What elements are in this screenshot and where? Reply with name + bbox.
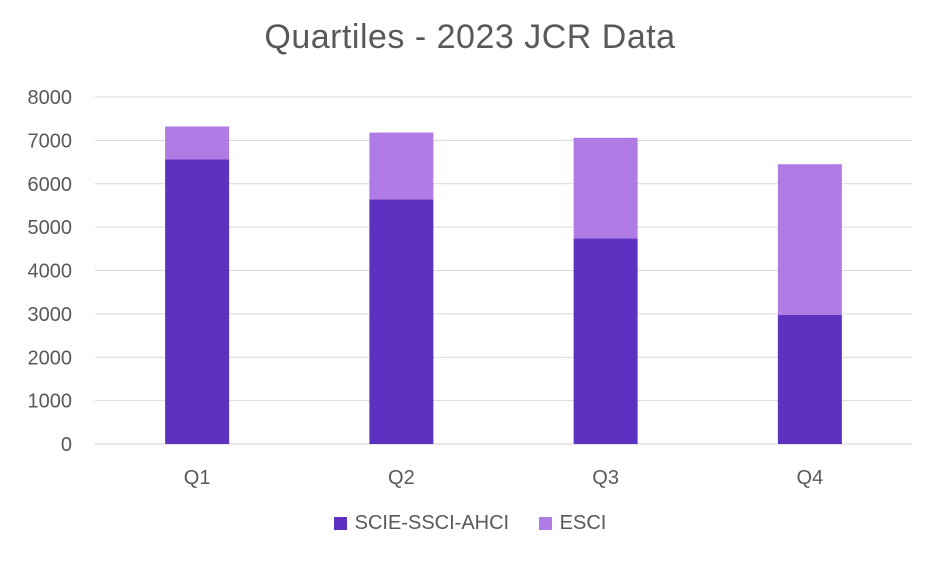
y-tick-label: 8000	[28, 87, 73, 109]
y-tick-label: 1000	[28, 391, 73, 413]
chart-title: Quartiles - 2023 JCR Data	[264, 18, 676, 56]
chart-legend: SCIE-SSCI-AHCI ESCI	[0, 512, 940, 536]
y-tick-label: 7000	[28, 130, 73, 152]
x-tick-label: Q4	[797, 467, 824, 489]
legend-label: ESCI	[559, 512, 607, 534]
legend-swatch	[333, 517, 347, 530]
y-tick-label: 2000	[28, 347, 73, 369]
bar-q1-esci	[165, 126, 230, 160]
bar-q2-esci	[369, 132, 434, 200]
y-tick-label: 0	[61, 434, 72, 456]
bar-q2-scie-ssci-ahci	[369, 199, 434, 444]
bar-q1-scie-ssci-ahci	[165, 159, 230, 444]
y-tick-label: 5000	[28, 217, 73, 239]
y-tick-label: 3000	[28, 304, 73, 326]
legend-item-esci: ESCI	[538, 512, 607, 535]
y-tick-label: 6000	[28, 174, 73, 196]
bar-q3-esci	[573, 137, 638, 239]
bar-q4-esci	[777, 164, 842, 315]
x-tick-label: Q1	[184, 467, 211, 489]
legend-swatch	[538, 517, 552, 530]
bar-q3-scie-ssci-ahci	[573, 238, 638, 444]
x-tick-label: Q3	[592, 467, 619, 489]
x-tick-label: Q2	[388, 467, 415, 489]
legend-label: SCIE-SSCI-AHCI	[354, 512, 510, 534]
legend-item-scie: SCIE-SSCI-AHCI	[333, 512, 510, 535]
y-tick-label: 4000	[28, 261, 73, 283]
bar-q4-scie-ssci-ahci	[777, 314, 842, 444]
